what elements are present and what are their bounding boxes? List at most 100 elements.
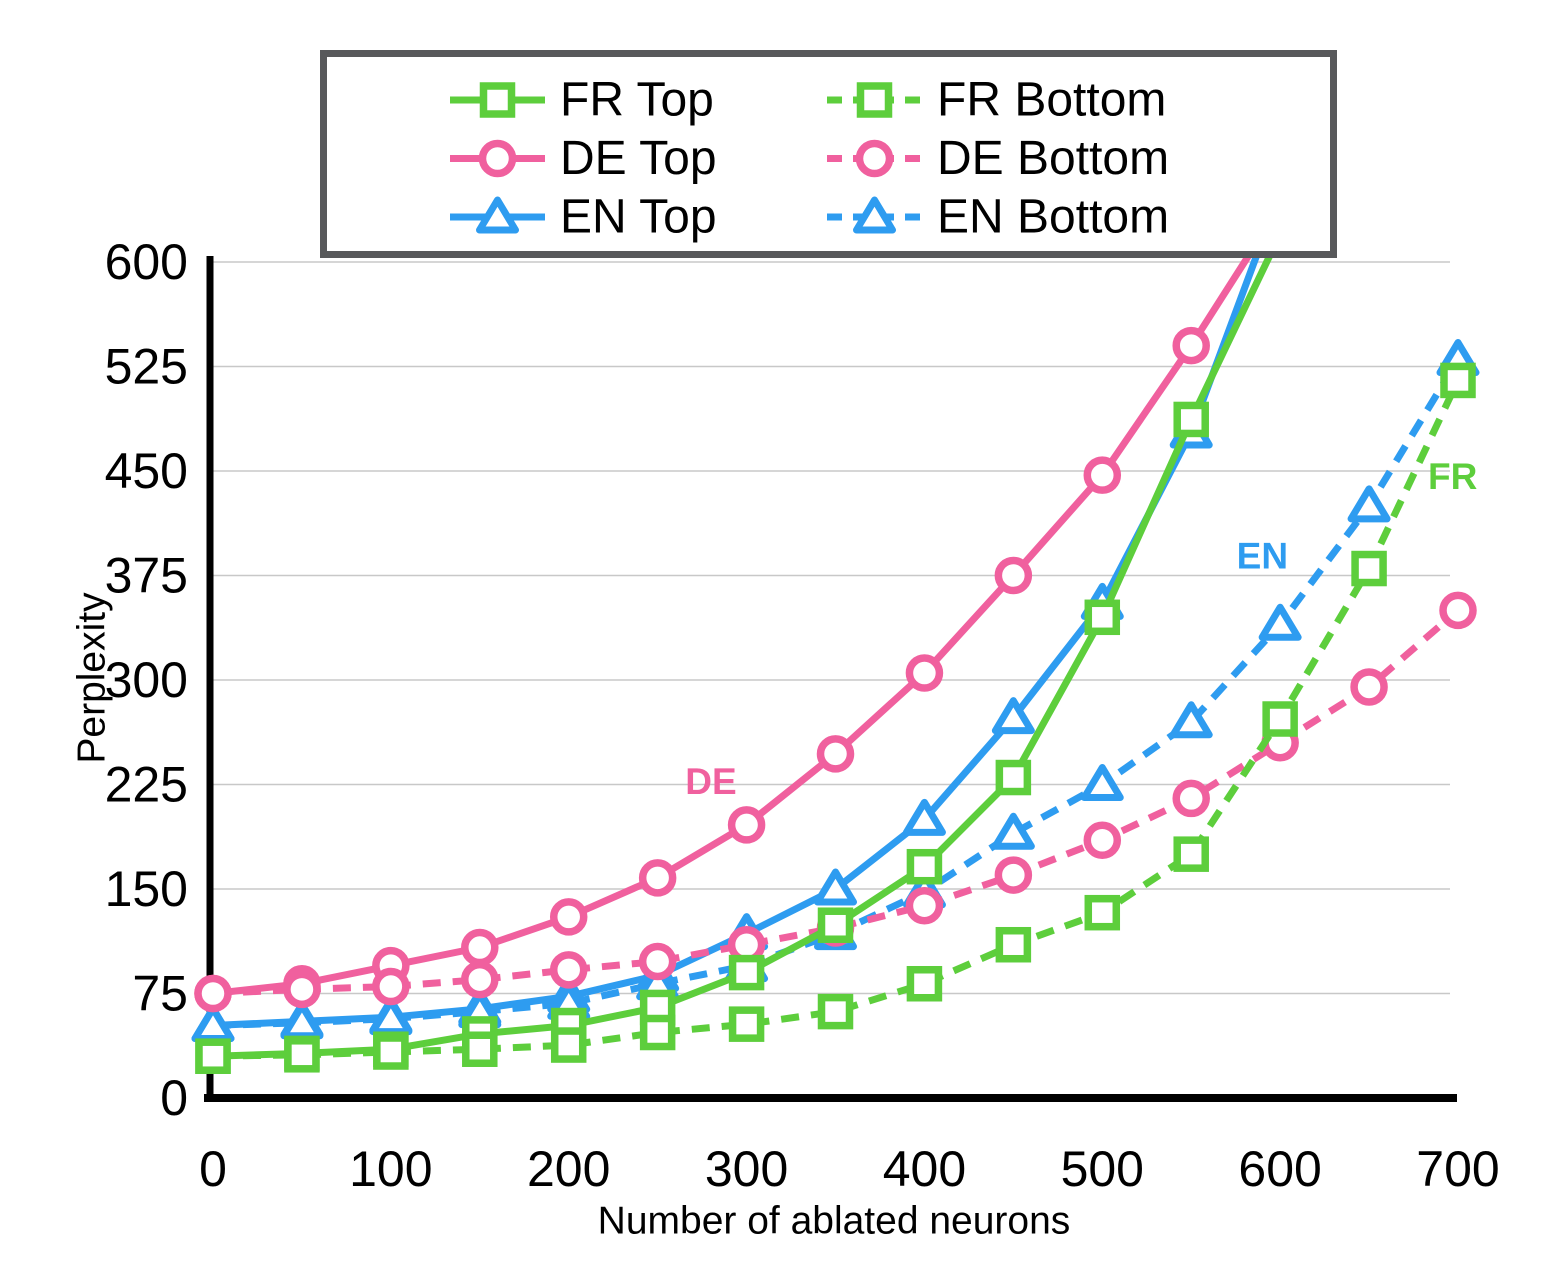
y-tick-label-225: 225 <box>105 757 188 813</box>
series-fr-top-marker <box>1173 401 1209 438</box>
series-fr-bottom-marker <box>1084 894 1121 931</box>
series-en-bottom-marker <box>280 1002 324 1040</box>
series-fr-top-marker <box>995 759 1032 796</box>
x-tick-label-300: 300 <box>705 1141 788 1197</box>
series-fr-bottom-marker <box>1262 701 1298 737</box>
y-tick-label-150: 150 <box>105 861 188 917</box>
legend-sample-marker-en-bottom <box>853 196 896 234</box>
series-fr-bottom <box>195 362 1476 1074</box>
tick-labels-group: 600 525 450 375 300 225 150 75 00 100 200 300 400 500… <box>105 234 1500 1197</box>
series-en-bottom-marker <box>1080 764 1124 801</box>
legend-sample-marker-de-top <box>478 139 517 178</box>
series-de-bottom-marker <box>1083 821 1122 859</box>
legend-sample-marker-fr-top <box>479 82 516 118</box>
series-en-bottom-marker <box>1347 485 1391 523</box>
x-tick-label-500: 500 <box>1061 1141 1144 1197</box>
series-en-top-marker <box>991 697 1035 735</box>
series-fr-top-marker <box>906 848 943 885</box>
legend-sample-marker-fr-bottom <box>856 82 893 118</box>
series-de-bottom-marker <box>461 960 499 999</box>
series-de-bottom-marker <box>1172 779 1210 818</box>
legend-item-en-bottom: EN Bottom <box>827 191 1169 244</box>
series-en-bottom-marker <box>1169 701 1213 739</box>
x-tick-label-200: 200 <box>527 1141 610 1197</box>
legend-label-de-top: DE Top <box>560 132 717 185</box>
series-de-top-marker <box>638 859 677 897</box>
series-en-bottom-marker <box>1258 603 1302 641</box>
series-de-bottom-marker <box>194 974 232 1013</box>
legend-item-fr-top: FR Top <box>450 74 714 127</box>
legend-label-fr-bottom: FR Bottom <box>937 74 1166 127</box>
series-de-bottom-marker <box>372 967 410 1006</box>
series-fr-top-marker <box>1084 599 1121 636</box>
series-en-bottom-marker <box>991 812 1035 850</box>
y-tick-label-450: 450 <box>105 443 188 499</box>
x-axis-title: Number of ablated neurons <box>598 1200 1071 1243</box>
series-fr-bottom-marker <box>550 1027 587 1063</box>
y-axis-title: Perplexity <box>71 592 114 764</box>
series-fr-bottom-marker <box>817 993 854 1030</box>
series-fr-bottom-marker <box>1173 836 1209 872</box>
series-fr-bottom-marker <box>995 926 1032 963</box>
series-de-bottom-marker <box>638 942 677 981</box>
series-fr-bottom-line <box>212 378 1462 1060</box>
series-en-bottom-marker <box>369 998 413 1036</box>
series-de-bottom-marker <box>283 970 321 1009</box>
legend-box <box>320 50 1337 258</box>
x-tick-label-700: 700 <box>1416 1141 1499 1197</box>
x-tick-label-0: 0 <box>199 1141 227 1197</box>
annotation-de: DE <box>685 761 736 802</box>
x-tick-label-100: 100 <box>349 1141 432 1197</box>
gridlines-group <box>207 261 1450 995</box>
annotation-fr: FR <box>1428 456 1477 497</box>
series-de-bottom-marker <box>994 856 1033 894</box>
legend-item-de-top: DE Top <box>450 132 717 185</box>
annotation-en: EN <box>1237 535 1288 576</box>
series-de-top-marker <box>816 735 855 773</box>
series-de-top-marker <box>1083 456 1122 494</box>
x-tick-label-400: 400 <box>883 1141 966 1197</box>
x-tick-label-600: 600 <box>1238 1141 1321 1197</box>
series-en-top <box>191 250 1263 1043</box>
series-fr-bottom-marker <box>1351 550 1387 587</box>
series-de-top-marker <box>549 898 588 936</box>
legend-label-en-bottom: EN Bottom <box>937 191 1169 244</box>
y-tick-label-600: 600 <box>105 234 188 290</box>
y-tick-label-375: 375 <box>105 548 188 604</box>
series-en-top-marker <box>902 798 946 836</box>
series-fr-top-marker <box>728 954 765 991</box>
series-de-top-marker <box>1172 326 1210 365</box>
series-fr-bottom-marker <box>728 1006 765 1042</box>
series-fr-top-marker <box>817 907 854 943</box>
y-tick-label-525: 525 <box>105 339 188 395</box>
series-de-top-marker <box>994 556 1033 595</box>
series-group <box>191 250 1480 1074</box>
series-de-bottom-marker <box>549 951 588 989</box>
series-fr-bottom-marker <box>639 1014 676 1051</box>
legend-item-en-top: EN Top <box>450 191 717 244</box>
series-fr-bottom-marker <box>195 1038 231 1074</box>
series-fr-bottom-marker <box>284 1037 320 1073</box>
series-de-top-marker <box>905 654 944 692</box>
legend-item-fr-bottom: FR Bottom <box>827 74 1166 127</box>
y-tick-label-0: 0 <box>160 1070 188 1126</box>
series-de-bottom <box>194 591 1477 1013</box>
y-tick-label-300: 300 <box>105 652 188 708</box>
series-en-bottom-marker <box>191 1005 235 1043</box>
series-de-top-marker <box>461 928 499 967</box>
series-fr-bottom-marker <box>906 965 943 1002</box>
legend-label-en-top: EN Top <box>560 191 717 244</box>
y-tick-label-75: 75 <box>132 966 188 1022</box>
series-fr-bottom-marker <box>1440 362 1476 399</box>
series-de-bottom-marker <box>1439 591 1477 630</box>
series-fr-bottom-marker <box>462 1031 498 1067</box>
series-fr-bottom-marker <box>373 1034 409 1070</box>
series-de-bottom-marker <box>1350 668 1388 706</box>
series-de-top-marker <box>727 806 766 844</box>
legend-label-de-bottom: DE Bottom <box>937 132 1169 185</box>
series-en-top-marker <box>814 868 857 906</box>
legend-sample-marker-en-top <box>476 196 519 234</box>
